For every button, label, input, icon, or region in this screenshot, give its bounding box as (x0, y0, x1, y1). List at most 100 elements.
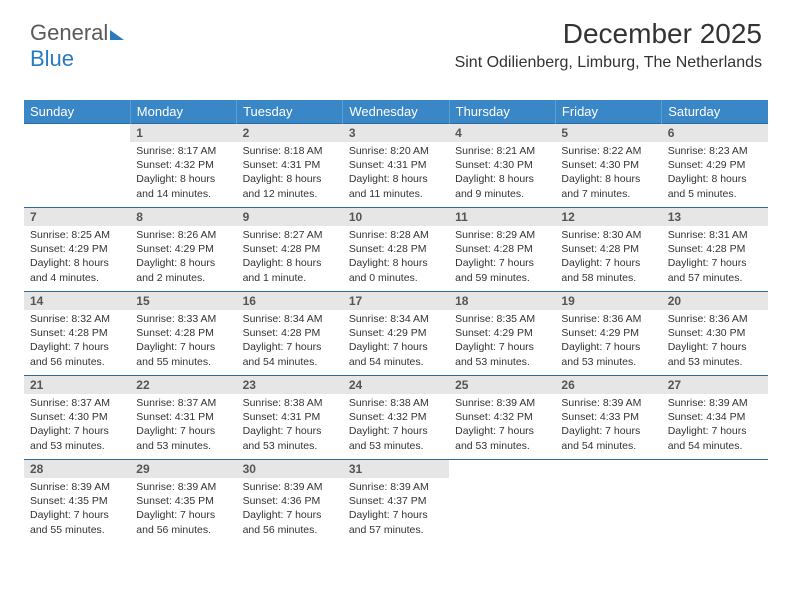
calendar-day-cell: 31Sunrise: 8:39 AMSunset: 4:37 PMDayligh… (343, 460, 449, 544)
day-number: 17 (343, 292, 449, 310)
day-details: Sunrise: 8:39 AMSunset: 4:36 PMDaylight:… (237, 478, 343, 541)
calendar-day-cell: 10Sunrise: 8:28 AMSunset: 4:28 PMDayligh… (343, 208, 449, 292)
calendar-day-cell: 16Sunrise: 8:34 AMSunset: 4:28 PMDayligh… (237, 292, 343, 376)
day-number: 11 (449, 208, 555, 226)
day-number: 5 (555, 124, 661, 142)
calendar-day-cell: 7Sunrise: 8:25 AMSunset: 4:29 PMDaylight… (24, 208, 130, 292)
day-details: Sunrise: 8:39 AMSunset: 4:32 PMDaylight:… (449, 394, 555, 457)
day-number: 23 (237, 376, 343, 394)
logo-text-1: General (30, 20, 108, 45)
calendar-day-cell: 25Sunrise: 8:39 AMSunset: 4:32 PMDayligh… (449, 376, 555, 460)
day-details: Sunrise: 8:25 AMSunset: 4:29 PMDaylight:… (24, 226, 130, 289)
calendar-table: Sunday Monday Tuesday Wednesday Thursday… (24, 100, 768, 544)
day-details: Sunrise: 8:34 AMSunset: 4:29 PMDaylight:… (343, 310, 449, 373)
day-number: 14 (24, 292, 130, 310)
day-number: 18 (449, 292, 555, 310)
day-details: Sunrise: 8:39 AMSunset: 4:37 PMDaylight:… (343, 478, 449, 541)
calendar-day-cell: 28Sunrise: 8:39 AMSunset: 4:35 PMDayligh… (24, 460, 130, 544)
day-number: 4 (449, 124, 555, 142)
day-details: Sunrise: 8:39 AMSunset: 4:33 PMDaylight:… (555, 394, 661, 457)
calendar-day-cell: 18Sunrise: 8:35 AMSunset: 4:29 PMDayligh… (449, 292, 555, 376)
day-details: Sunrise: 8:36 AMSunset: 4:30 PMDaylight:… (662, 310, 768, 373)
calendar-day-cell: 1Sunrise: 8:17 AMSunset: 4:32 PMDaylight… (130, 124, 236, 208)
day-details: Sunrise: 8:39 AMSunset: 4:35 PMDaylight:… (130, 478, 236, 541)
calendar-day-cell: 9Sunrise: 8:27 AMSunset: 4:28 PMDaylight… (237, 208, 343, 292)
day-details: Sunrise: 8:29 AMSunset: 4:28 PMDaylight:… (449, 226, 555, 289)
day-details: Sunrise: 8:20 AMSunset: 4:31 PMDaylight:… (343, 142, 449, 205)
logo-triangle-icon (110, 30, 124, 40)
logo-text-2: Blue (30, 46, 74, 71)
calendar-day-cell: 26Sunrise: 8:39 AMSunset: 4:33 PMDayligh… (555, 376, 661, 460)
weekday-header: Friday (555, 100, 661, 124)
calendar-day-cell: 8Sunrise: 8:26 AMSunset: 4:29 PMDaylight… (130, 208, 236, 292)
day-number: 8 (130, 208, 236, 226)
day-details: Sunrise: 8:27 AMSunset: 4:28 PMDaylight:… (237, 226, 343, 289)
day-details: Sunrise: 8:21 AMSunset: 4:30 PMDaylight:… (449, 142, 555, 205)
calendar-day-cell: 22Sunrise: 8:37 AMSunset: 4:31 PMDayligh… (130, 376, 236, 460)
weekday-header: Thursday (449, 100, 555, 124)
calendar-day-cell: 13Sunrise: 8:31 AMSunset: 4:28 PMDayligh… (662, 208, 768, 292)
page-title: December 2025 (455, 18, 762, 50)
calendar-week-row: 7Sunrise: 8:25 AMSunset: 4:29 PMDaylight… (24, 208, 768, 292)
day-number: 31 (343, 460, 449, 478)
calendar-day-cell: 5Sunrise: 8:22 AMSunset: 4:30 PMDaylight… (555, 124, 661, 208)
day-details: Sunrise: 8:26 AMSunset: 4:29 PMDaylight:… (130, 226, 236, 289)
day-number: 30 (237, 460, 343, 478)
calendar-day-cell: 29Sunrise: 8:39 AMSunset: 4:35 PMDayligh… (130, 460, 236, 544)
day-number: 16 (237, 292, 343, 310)
calendar-day-cell (555, 460, 661, 544)
calendar-week-row: 28Sunrise: 8:39 AMSunset: 4:35 PMDayligh… (24, 460, 768, 544)
day-number: 9 (237, 208, 343, 226)
day-details: Sunrise: 8:39 AMSunset: 4:35 PMDaylight:… (24, 478, 130, 541)
calendar-day-cell: 23Sunrise: 8:38 AMSunset: 4:31 PMDayligh… (237, 376, 343, 460)
calendar-day-cell: 4Sunrise: 8:21 AMSunset: 4:30 PMDaylight… (449, 124, 555, 208)
calendar-day-cell: 6Sunrise: 8:23 AMSunset: 4:29 PMDaylight… (662, 124, 768, 208)
calendar-day-cell: 14Sunrise: 8:32 AMSunset: 4:28 PMDayligh… (24, 292, 130, 376)
calendar-day-cell: 2Sunrise: 8:18 AMSunset: 4:31 PMDaylight… (237, 124, 343, 208)
day-details: Sunrise: 8:28 AMSunset: 4:28 PMDaylight:… (343, 226, 449, 289)
weekday-header: Monday (130, 100, 236, 124)
day-details: Sunrise: 8:33 AMSunset: 4:28 PMDaylight:… (130, 310, 236, 373)
day-number: 26 (555, 376, 661, 394)
day-number: 22 (130, 376, 236, 394)
page-subtitle: Sint Odilienberg, Limburg, The Netherlan… (455, 54, 762, 72)
weekday-header: Tuesday (237, 100, 343, 124)
day-details: Sunrise: 8:37 AMSunset: 4:31 PMDaylight:… (130, 394, 236, 457)
weekday-header-row: Sunday Monday Tuesday Wednesday Thursday… (24, 100, 768, 124)
day-number: 24 (343, 376, 449, 394)
calendar-day-cell: 19Sunrise: 8:36 AMSunset: 4:29 PMDayligh… (555, 292, 661, 376)
day-number: 2 (237, 124, 343, 142)
calendar-day-cell: 30Sunrise: 8:39 AMSunset: 4:36 PMDayligh… (237, 460, 343, 544)
calendar-day-cell: 27Sunrise: 8:39 AMSunset: 4:34 PMDayligh… (662, 376, 768, 460)
day-number: 20 (662, 292, 768, 310)
day-number: 10 (343, 208, 449, 226)
day-details: Sunrise: 8:22 AMSunset: 4:30 PMDaylight:… (555, 142, 661, 205)
day-number: 3 (343, 124, 449, 142)
calendar-day-cell: 12Sunrise: 8:30 AMSunset: 4:28 PMDayligh… (555, 208, 661, 292)
day-number: 7 (24, 208, 130, 226)
calendar-day-cell: 11Sunrise: 8:29 AMSunset: 4:28 PMDayligh… (449, 208, 555, 292)
day-number: 21 (24, 376, 130, 394)
day-details: Sunrise: 8:34 AMSunset: 4:28 PMDaylight:… (237, 310, 343, 373)
day-number: 12 (555, 208, 661, 226)
day-details: Sunrise: 8:17 AMSunset: 4:32 PMDaylight:… (130, 142, 236, 205)
calendar-week-row: 14Sunrise: 8:32 AMSunset: 4:28 PMDayligh… (24, 292, 768, 376)
day-number: 13 (662, 208, 768, 226)
calendar-day-cell: 24Sunrise: 8:38 AMSunset: 4:32 PMDayligh… (343, 376, 449, 460)
calendar-day-cell: 15Sunrise: 8:33 AMSunset: 4:28 PMDayligh… (130, 292, 236, 376)
calendar-day-cell (662, 460, 768, 544)
day-number: 15 (130, 292, 236, 310)
day-number: 6 (662, 124, 768, 142)
day-number: 1 (130, 124, 236, 142)
weekday-header: Wednesday (343, 100, 449, 124)
day-details: Sunrise: 8:38 AMSunset: 4:32 PMDaylight:… (343, 394, 449, 457)
day-details: Sunrise: 8:35 AMSunset: 4:29 PMDaylight:… (449, 310, 555, 373)
calendar-day-cell: 20Sunrise: 8:36 AMSunset: 4:30 PMDayligh… (662, 292, 768, 376)
day-number: 28 (24, 460, 130, 478)
calendar-day-cell: 21Sunrise: 8:37 AMSunset: 4:30 PMDayligh… (24, 376, 130, 460)
calendar-day-cell: 3Sunrise: 8:20 AMSunset: 4:31 PMDaylight… (343, 124, 449, 208)
calendar-day-cell (24, 124, 130, 208)
day-details: Sunrise: 8:18 AMSunset: 4:31 PMDaylight:… (237, 142, 343, 205)
calendar-day-cell: 17Sunrise: 8:34 AMSunset: 4:29 PMDayligh… (343, 292, 449, 376)
day-number: 27 (662, 376, 768, 394)
